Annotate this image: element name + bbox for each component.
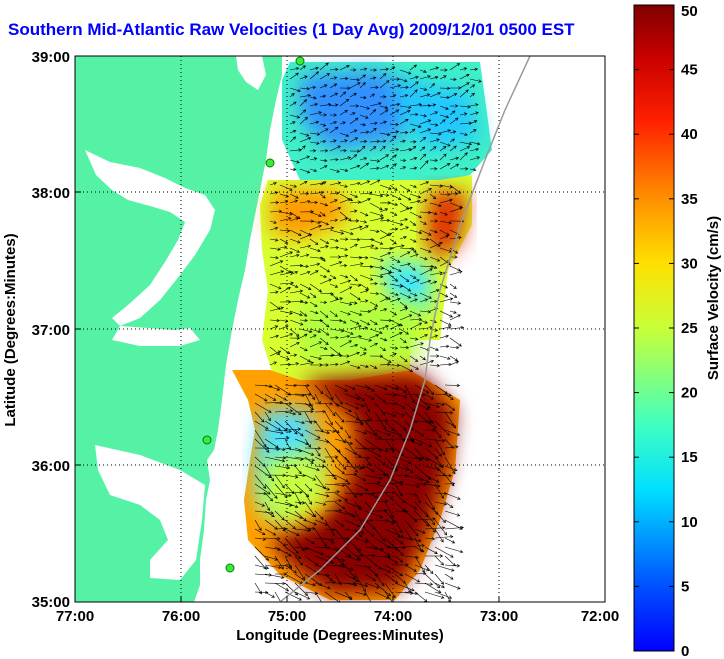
y-axis-label: Latitude (Degrees:Minutes) [2, 233, 19, 426]
axis-ticks [75, 191, 500, 602]
colorbar-tick-label: 30 [681, 255, 698, 272]
colorbar-tick-label: 20 [681, 385, 698, 402]
x-tick-label: 73:00 [480, 608, 518, 625]
y-tick-label: 36:00 [32, 458, 70, 475]
x-tick-label: 77:00 [56, 608, 94, 625]
x-tick-label: 74:00 [374, 608, 412, 625]
bathymetry-contour [279, 56, 531, 602]
velocity-vectors [254, 62, 482, 602]
colorbar-tick-label: 0 [681, 643, 689, 659]
eastern-shore [176, 95, 252, 326]
radar-stations [202, 56, 305, 573]
y-tick-label: 39:00 [32, 49, 70, 66]
pamlico-sound [95, 445, 205, 580]
colorbar-label: Surface Velocity (cm/s) [705, 216, 722, 380]
colorbar-tick-label: 50 [681, 3, 698, 20]
colorbar-tick-label: 15 [681, 449, 698, 466]
y-tick-label: 38:00 [32, 185, 70, 202]
x-axis-label: Longitude (Degrees:Minutes) [236, 627, 444, 644]
bay-inlet [112, 326, 200, 346]
delaware-bay [236, 56, 266, 90]
chesapeake-bay [85, 150, 215, 326]
colorbar-tick-label: 40 [681, 126, 698, 143]
y-tick-label: 37:00 [32, 322, 70, 339]
x-tick-label: 76:00 [162, 608, 200, 625]
x-tick-label: 75:00 [268, 608, 306, 625]
colorbar-tick-label: 5 [681, 578, 689, 595]
colorbar-ticks [634, 4, 674, 652]
colorbar-tick-label: 35 [681, 191, 698, 208]
colorbar-tick-label: 25 [681, 320, 698, 337]
x-tick-label: 72:00 [581, 608, 619, 625]
grid-lines [75, 56, 605, 602]
y-tick-label: 35:00 [32, 594, 70, 611]
colorbar-tick-label: 10 [681, 514, 698, 531]
colorbar [633, 4, 675, 652]
map-title: Southern Mid-Atlantic Raw Velocities (1 … [8, 20, 575, 39]
colorbar-tick-label: 45 [681, 62, 698, 79]
